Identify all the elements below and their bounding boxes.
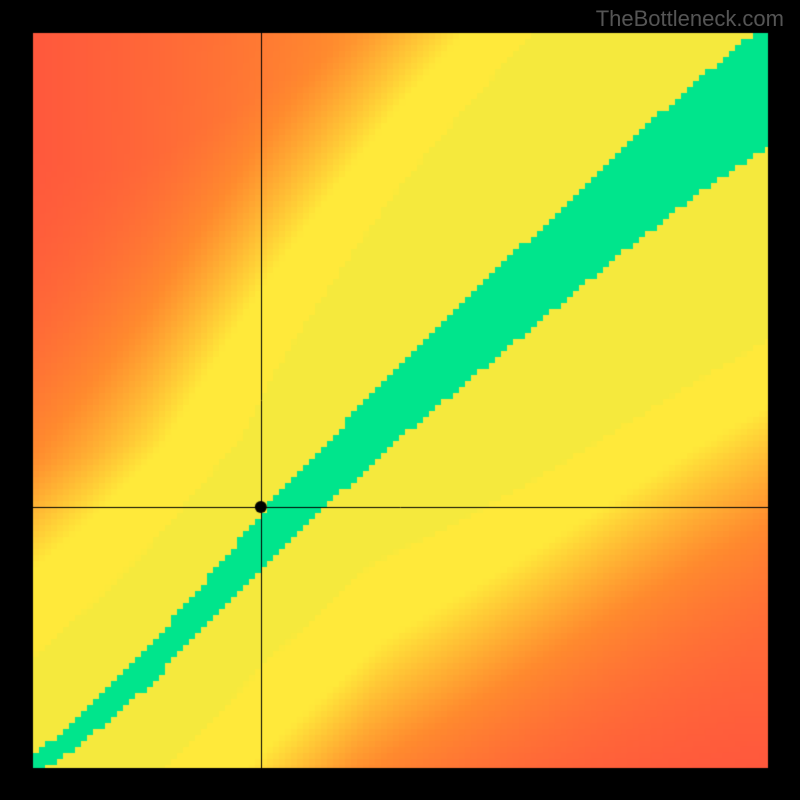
watermark-text: TheBottleneck.com	[596, 6, 784, 32]
chart-container: TheBottleneck.com	[0, 0, 800, 800]
bottleneck-heatmap	[0, 0, 800, 800]
